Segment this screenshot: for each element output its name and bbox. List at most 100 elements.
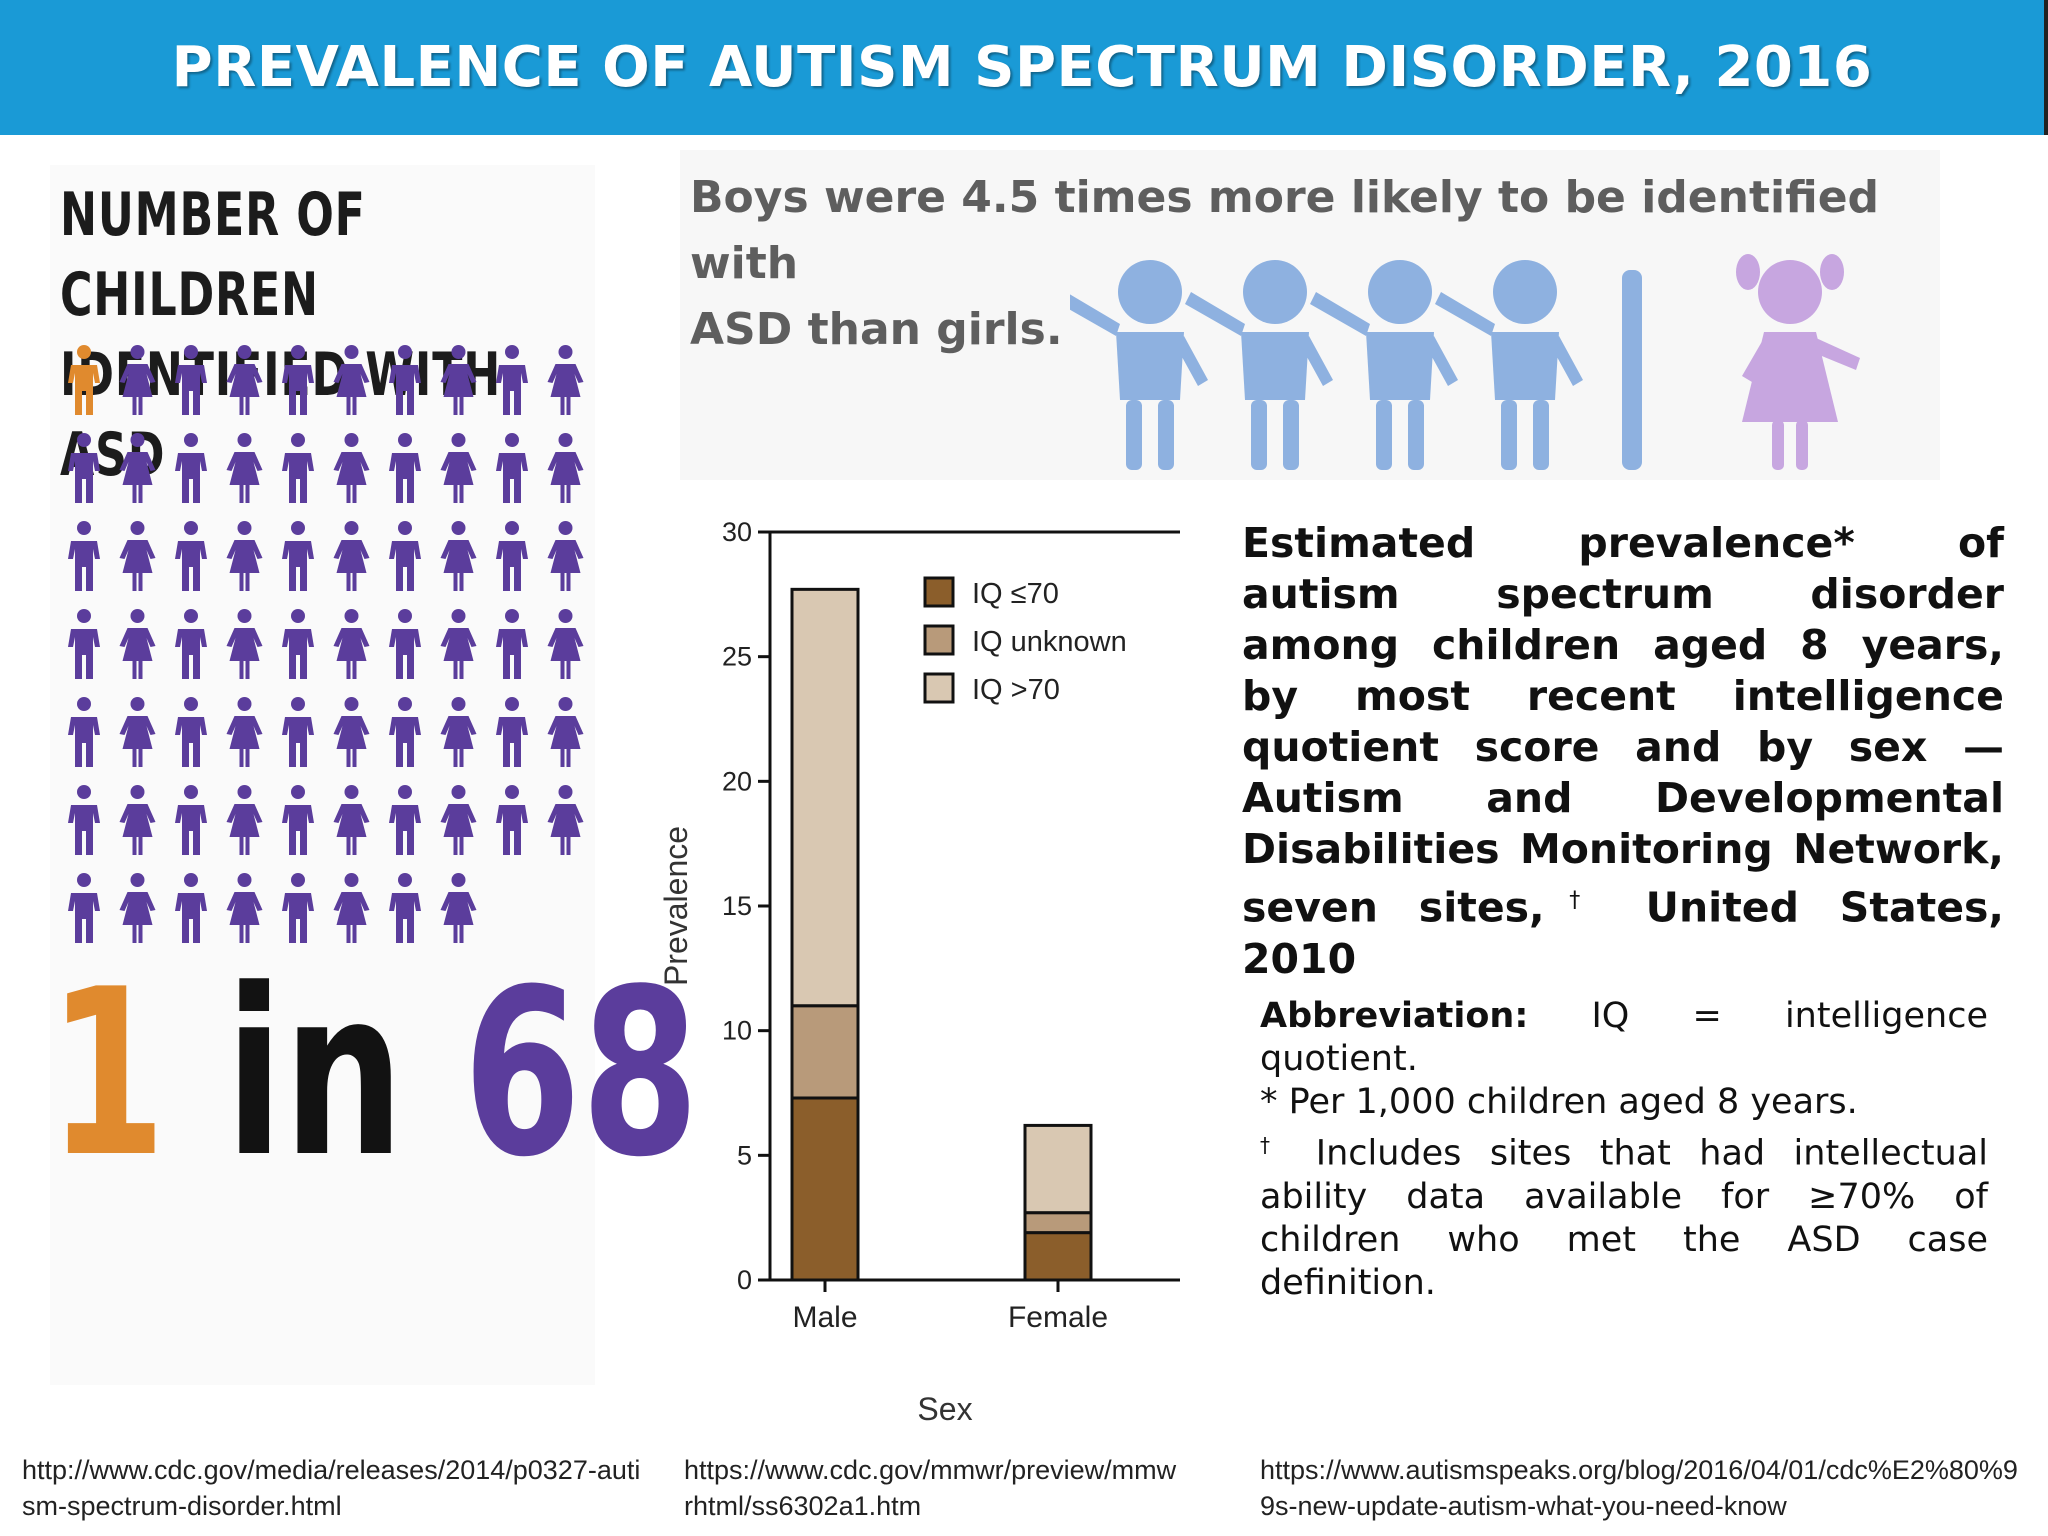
girl-person-icon xyxy=(333,873,370,943)
note-per-1000: * Per 1,000 children aged 8 years. xyxy=(1260,1082,1858,1122)
girl-person-icon xyxy=(547,609,584,679)
boy-person-icon xyxy=(68,433,100,503)
y-tick-label: 30 xyxy=(722,517,752,547)
girl-person-icon xyxy=(119,433,156,503)
girl-person-icon xyxy=(440,521,477,591)
bar-segment-female xyxy=(1023,1211,1093,1235)
legend-label: IQ unknown xyxy=(972,626,1127,658)
girl-person-icon xyxy=(547,433,584,503)
girl-person-icon xyxy=(440,345,477,415)
boy-person-icon xyxy=(282,697,314,767)
girl-person-icon xyxy=(547,345,584,415)
caption-text-end: United States, 2010 xyxy=(1242,883,2004,983)
x-axis-label: Sex xyxy=(917,1391,972,1427)
boy-person-icon xyxy=(389,609,421,679)
prevalence-stacked-bar-chart: 0 5 10 15 20 25 30 Prevalence Sex Male Female IQ ≤7… xyxy=(658,517,1180,1427)
girl-person-icon xyxy=(119,785,156,855)
source-link-cdc-release[interactable]: http://www.cdc.gov/media/releases/2014/p… xyxy=(22,1455,641,1521)
y-tick-label: 20 xyxy=(722,766,752,796)
girl-person-icon xyxy=(547,785,584,855)
boy-figure-icon xyxy=(1435,260,1583,470)
source-link-autism-speaks[interactable]: https://www.autismspeaks.org/blog/2016/0… xyxy=(1260,1455,2018,1521)
bar-segment-male xyxy=(790,1004,860,1100)
girl-person-icon xyxy=(226,433,263,503)
girl-person-icon xyxy=(440,697,477,767)
boy-person-icon xyxy=(175,521,207,591)
girl-person-icon xyxy=(547,697,584,767)
infographic-title-line1: NUMBER OF CHILDREN xyxy=(60,180,366,330)
boys-girls-statement: Boys were 4.5 times more likely to be id… xyxy=(690,165,1950,363)
girl-person-icon xyxy=(440,609,477,679)
abbreviation-label: Abbreviation: xyxy=(1260,996,1529,1036)
boy-person-icon xyxy=(389,873,421,943)
bar-segment-female xyxy=(1023,1231,1093,1282)
boy-person-icon xyxy=(496,609,528,679)
chart-legend: IQ ≤70 IQ unknown IQ >70 xyxy=(923,576,1127,706)
bar-segment-male xyxy=(790,587,860,1008)
girl-person-icon xyxy=(333,785,370,855)
y-axis-label: Prevalence xyxy=(658,826,694,986)
girl-person-icon xyxy=(119,521,156,591)
girl-person-icon xyxy=(119,345,156,415)
girl-person-icon xyxy=(440,785,477,855)
legend-swatch xyxy=(923,624,955,656)
boys-and-girl-illustration xyxy=(1070,254,1860,470)
page-title: PREVALENCE OF AUTISM SPECTRUM DISORDER, … xyxy=(171,35,1873,100)
girl-person-icon xyxy=(226,521,263,591)
boy-person-icon xyxy=(389,697,421,767)
chart-notes: Abbreviation: IQ = intelligence quotient… xyxy=(1260,995,1988,1305)
title-banner: PREVALENCE OF AUTISM SPECTRUM DISORDER, … xyxy=(0,0,2048,135)
boy-person-icon xyxy=(389,345,421,415)
y-tick-label: 0 xyxy=(737,1265,752,1295)
caption-dagger: † xyxy=(1544,888,1605,913)
boy-person-icon xyxy=(496,521,528,591)
boy-person-icon xyxy=(282,785,314,855)
boy-person-icon xyxy=(282,521,314,591)
boy-person-icon xyxy=(68,521,100,591)
abbreviation-text: IQ = intelligence quotient. xyxy=(1260,996,1988,1079)
boy-person-icon xyxy=(175,345,207,415)
girl-person-icon xyxy=(226,609,263,679)
boy-person-icon xyxy=(496,345,528,415)
boy-person-icon xyxy=(282,345,314,415)
boy-person-icon xyxy=(282,873,314,943)
note-dagger: † xyxy=(1260,1133,1288,1157)
girl-person-icon xyxy=(226,873,263,943)
boy-person-icon xyxy=(175,785,207,855)
boy-person-icon xyxy=(496,433,528,503)
boy-person-icon xyxy=(68,697,100,767)
legend-label: IQ ≤70 xyxy=(972,578,1059,610)
x-tick-label: Female xyxy=(1008,1301,1108,1334)
boy-person-icon xyxy=(282,433,314,503)
source-link-cdc-mmwr[interactable]: https://www.cdc.gov/mmwr/preview/mmwrhtm… xyxy=(684,1455,1177,1521)
girl-person-icon xyxy=(333,609,370,679)
girl-figure-icon xyxy=(1736,254,1860,470)
ratio-in: in xyxy=(166,941,464,1208)
boy-person-icon xyxy=(389,521,421,591)
boy-figure-icon xyxy=(1310,260,1458,470)
boy-figure-partial-icon xyxy=(1622,270,1642,470)
note-sites: Includes sites that had intellectual abi… xyxy=(1260,1133,1989,1303)
y-tick-label: 25 xyxy=(722,642,752,672)
x-tick-label: Male xyxy=(792,1301,857,1334)
boy-person-icon xyxy=(175,433,207,503)
girl-person-icon xyxy=(440,433,477,503)
girl-person-icon xyxy=(440,873,477,943)
y-tick-label: 10 xyxy=(722,1016,752,1046)
boy-person-icon xyxy=(389,433,421,503)
girl-person-icon xyxy=(226,785,263,855)
girl-person-icon xyxy=(333,521,370,591)
boys-statement-line2: ASD than girls. xyxy=(690,304,1063,355)
legend-swatch xyxy=(923,576,955,608)
boy-person-icon xyxy=(175,697,207,767)
girl-person-icon xyxy=(547,521,584,591)
bar-segment-male xyxy=(790,1096,860,1282)
boy-person-icon xyxy=(68,873,100,943)
bar-segment-female xyxy=(1023,1123,1093,1215)
boy-person-icon xyxy=(68,785,100,855)
boy-person-icon xyxy=(389,785,421,855)
boy-person-icon xyxy=(68,345,100,415)
boy-person-icon xyxy=(282,609,314,679)
girl-person-icon xyxy=(119,873,156,943)
boy-person-icon xyxy=(68,609,100,679)
